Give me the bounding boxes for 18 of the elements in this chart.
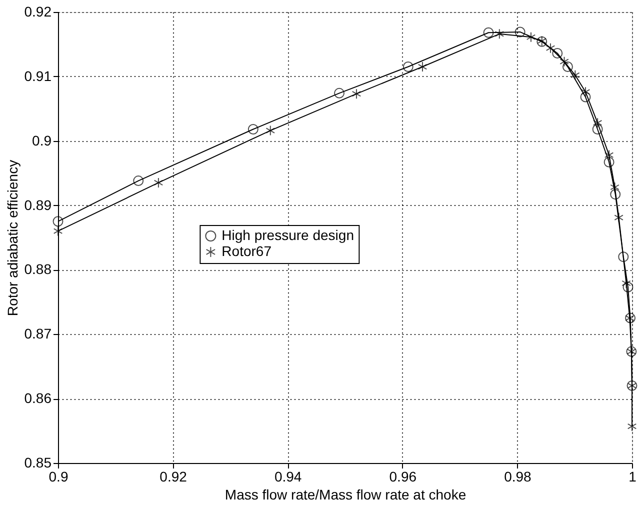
x-tick-label: 0.94	[274, 468, 302, 484]
x-tick-label: 0.9	[48, 468, 68, 484]
x-axis-title: Mass flow rate/Mass flow rate at choke	[224, 486, 466, 502]
legend-label: Rotor67	[222, 242, 272, 259]
y-tick-label: 0.92	[24, 4, 52, 20]
x-tick-label: 0.98	[504, 468, 532, 484]
y-tick-label: 0.86	[24, 390, 52, 406]
y-tick-label: 0.91	[24, 68, 52, 84]
y-tick-label: 0.89	[24, 196, 52, 213]
x-tick-label: 0.96	[389, 468, 417, 484]
y-tick-label: 0.85	[24, 454, 52, 470]
x-tick-label: 1	[628, 468, 637, 484]
y-axis-title: Rotor adiabatic efficiency	[4, 160, 20, 316]
y-tick-label: 0.87	[24, 326, 52, 342]
legend-label: High pressure design	[222, 226, 354, 243]
x-tick-label: 0.92	[160, 468, 188, 484]
y-tick-label: 0.9	[32, 132, 52, 148]
y-tick-label: 0.88	[24, 261, 52, 278]
